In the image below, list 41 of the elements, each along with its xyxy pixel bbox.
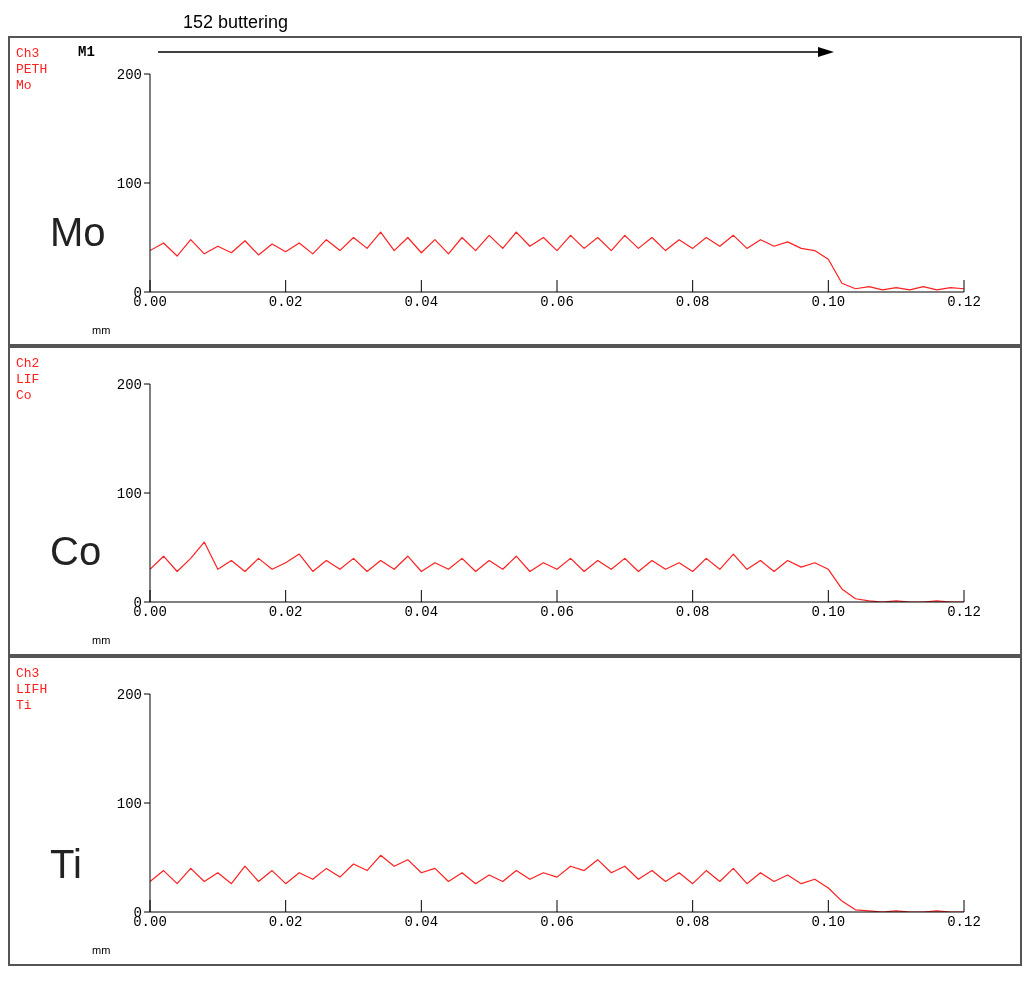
x-tick-label: 0.04 bbox=[404, 913, 439, 930]
text: Ti bbox=[16, 698, 33, 714]
series-label: Mo bbox=[50, 209, 106, 255]
x-tick-label: 0.04 bbox=[404, 603, 439, 620]
text: Co bbox=[16, 388, 33, 404]
y-tick-label: 200 bbox=[116, 66, 142, 83]
x-tick-label: 0.10 bbox=[811, 603, 846, 620]
x-tick-label: 0.04 bbox=[404, 293, 439, 310]
y-tick-label: 200 bbox=[116, 376, 142, 393]
x-tick-label: 0.12 bbox=[947, 603, 981, 620]
text: PETH bbox=[16, 62, 48, 78]
x-tick-label: 0.08 bbox=[675, 913, 710, 930]
x-tick-label: 0.02 bbox=[268, 293, 303, 310]
x-axis-title: mm bbox=[92, 324, 111, 336]
text: M1 bbox=[78, 44, 95, 60]
chart-title: 152 buttering bbox=[182, 11, 290, 34]
x-tick-label: 0.06 bbox=[540, 603, 574, 620]
x-tick-label: 0.08 bbox=[675, 603, 710, 620]
text: Ch3 bbox=[16, 46, 41, 62]
y-tick-label: 100 bbox=[116, 485, 142, 502]
x-tick-label: 0.06 bbox=[540, 293, 574, 310]
text: Mo bbox=[16, 78, 33, 94]
y-tick-label: 100 bbox=[116, 175, 142, 192]
x-tick-label: 0.06 bbox=[540, 913, 574, 930]
y-tick-label: 200 bbox=[116, 686, 142, 703]
x-axis-title: mm bbox=[92, 634, 111, 646]
text: LIFH bbox=[16, 682, 48, 698]
series-label: Ti bbox=[50, 841, 82, 887]
x-tick-label: 0.12 bbox=[947, 293, 981, 310]
x-tick-label: 0.02 bbox=[268, 603, 303, 620]
x-tick-label: 0.12 bbox=[947, 913, 981, 930]
text: Ch3 bbox=[16, 666, 41, 682]
text: LIF bbox=[16, 372, 40, 388]
x-tick-label: 0.10 bbox=[811, 293, 846, 310]
y-tick-label: 100 bbox=[116, 795, 142, 812]
x-tick-label: 0.02 bbox=[268, 913, 303, 930]
series-label: Co bbox=[50, 529, 102, 575]
x-axis-title: mm bbox=[92, 944, 111, 956]
text: Ch2 bbox=[16, 356, 40, 372]
x-tick-label: 0.08 bbox=[675, 293, 710, 310]
x-tick-label: 0.10 bbox=[811, 913, 846, 930]
